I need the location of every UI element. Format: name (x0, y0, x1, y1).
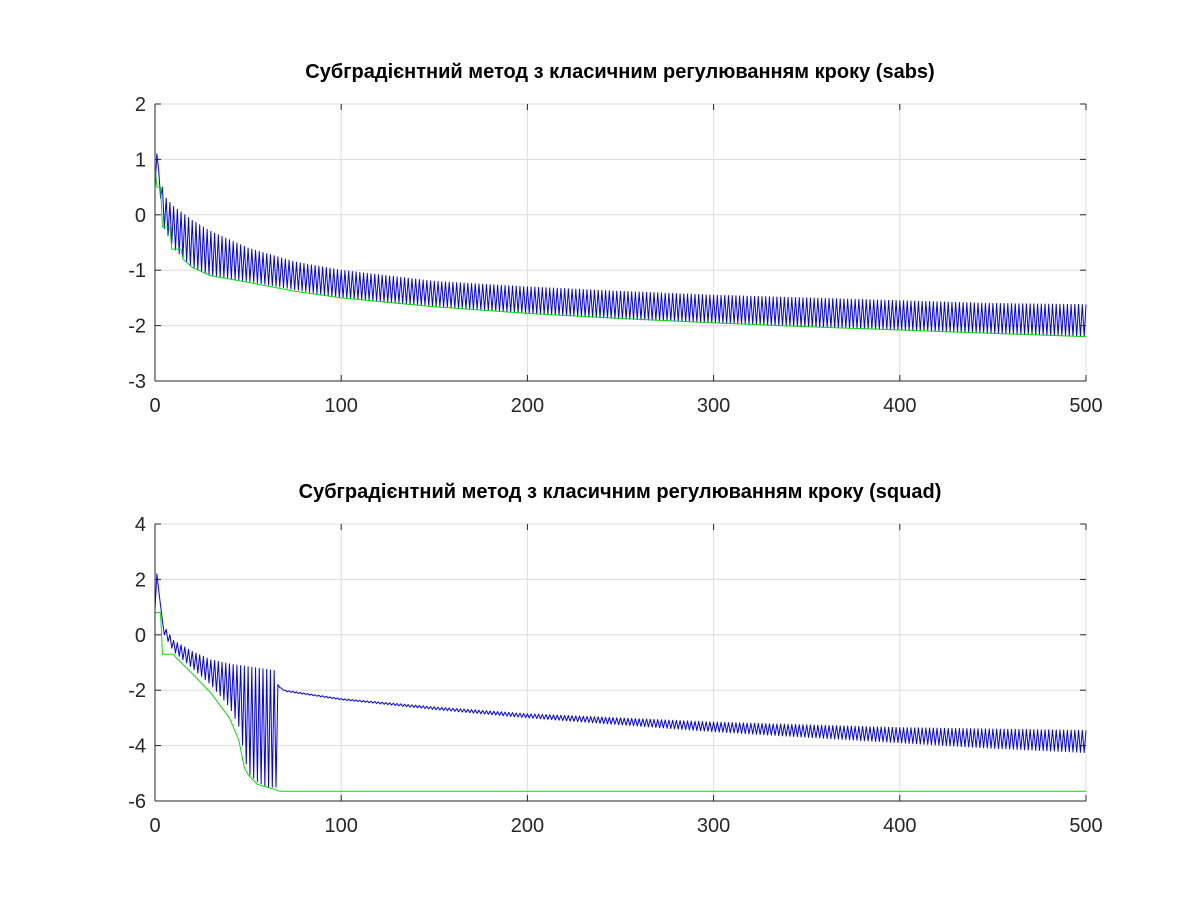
series-group (154, 153, 1087, 338)
y-tick-label: -4 (128, 736, 146, 758)
plot-area (155, 104, 1086, 381)
series-line-1 (154, 164, 1087, 338)
x-tick-label: 500 (1069, 815, 1102, 837)
x-tick-label: 0 (149, 815, 160, 837)
y-tick-label: -6 (128, 791, 146, 813)
x-tick-label: 200 (511, 395, 544, 417)
subplot-sabs: 0 100 200 300 400 500 2 1 0 -1 -2 -3 Субградієнтний… (128, 61, 1102, 417)
x-tick-label: 100 (325, 815, 358, 837)
series-line-0 (154, 573, 1087, 788)
series-line-1 (155, 612, 1086, 792)
series-group (154, 573, 1087, 792)
y-tick-label: 1 (135, 149, 146, 171)
chart-title: Субградієнтний метод з класичним регулюв… (305, 61, 934, 83)
y-tick-label: 4 (135, 514, 146, 536)
y-tick-label: 2 (135, 569, 146, 591)
x-tick-label: 300 (697, 395, 730, 417)
y-tick-label: 0 (135, 205, 146, 227)
y-tick-label: -2 (128, 680, 146, 702)
axes (154, 103, 1087, 382)
y-tick-label: 2 (135, 94, 146, 116)
chart-title: Субградієнтний метод з класичним регулюв… (299, 481, 942, 503)
x-tick-label: 400 (883, 815, 916, 837)
x-tick-label: 100 (325, 395, 358, 417)
y-tick-label: 0 (135, 625, 146, 647)
x-tick-label: 200 (511, 815, 544, 837)
axes (154, 523, 1087, 802)
plot-area (155, 524, 1086, 801)
subplot-squad: 0 100 200 300 400 500 4 2 0 -2 -4 -6 Субградієнтний… (128, 481, 1102, 837)
series-line-0 (154, 153, 1087, 338)
tick-labels: 0 100 200 300 400 500 4 2 0 -2 -4 -6 (128, 514, 1102, 837)
y-tick-label: -1 (128, 260, 146, 282)
y-tick-label: -2 (128, 316, 146, 338)
tick-labels: 0 100 200 300 400 500 2 1 0 -1 -2 -3 (128, 94, 1102, 417)
x-tick-label: 300 (697, 815, 730, 837)
x-tick-label: 0 (149, 395, 160, 417)
x-tick-label: 500 (1069, 395, 1102, 417)
y-tick-label: -3 (128, 371, 146, 393)
x-tick-label: 400 (883, 395, 916, 417)
